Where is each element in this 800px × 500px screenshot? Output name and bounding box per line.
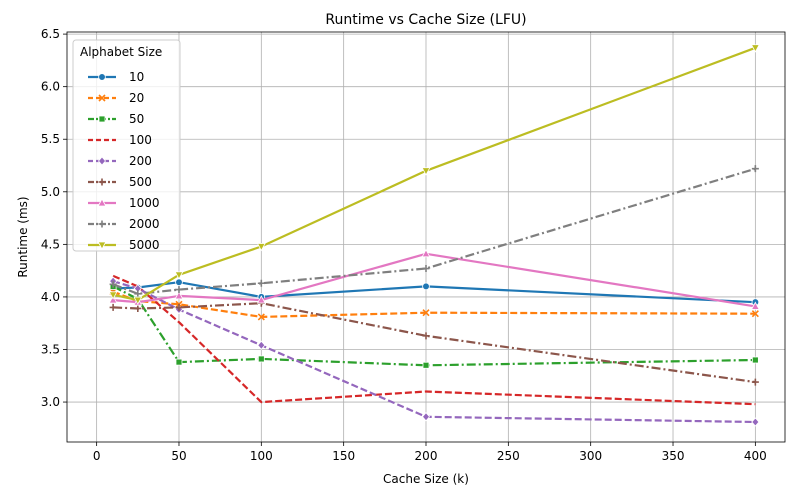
x-tick-label: 350 xyxy=(662,449,685,463)
legend-marker xyxy=(98,178,106,186)
y-tick-label: 6.5 xyxy=(41,27,60,41)
series-line-100 xyxy=(112,274,756,406)
legend-item-100: 100 xyxy=(88,133,152,147)
x-tick-label: 100 xyxy=(250,449,273,463)
legend-box xyxy=(72,39,181,252)
y-tick-label: 4.5 xyxy=(41,237,60,251)
legend-label: 50 xyxy=(129,112,144,126)
data-point-50 xyxy=(175,358,183,366)
series-line-1000 xyxy=(113,252,756,308)
legend-item-2000: 2000 xyxy=(88,217,160,231)
legend-label: 100 xyxy=(129,133,152,147)
data-point-20 xyxy=(751,310,759,318)
legend-item-200: 200 xyxy=(88,154,152,168)
legend-label: 1000 xyxy=(129,196,160,210)
series-line-2000 xyxy=(112,167,756,295)
data-point-5000 xyxy=(133,296,143,305)
legend-marker xyxy=(98,115,106,123)
legend-item-50: 50 xyxy=(88,112,144,126)
chart-title: Runtime vs Cache Size (LFU) xyxy=(325,12,526,28)
data-point-500 xyxy=(751,378,759,386)
grid xyxy=(67,32,785,442)
series-line-500 xyxy=(113,302,756,384)
y-tick-label: 4.0 xyxy=(41,290,60,304)
x-tick-label: 0 xyxy=(93,449,101,463)
data-point-1000 xyxy=(174,291,184,300)
legend-marker xyxy=(98,220,106,228)
y-axis-title: Runtime (ms) xyxy=(16,196,30,277)
x-axis-title: Cache Size (k) xyxy=(383,472,469,486)
data-point-2000 xyxy=(134,290,142,298)
series-lines xyxy=(108,44,760,427)
x-tick-label: 50 xyxy=(171,449,186,463)
legend-label: 5000 xyxy=(129,238,160,252)
y-tick-label: 5.5 xyxy=(41,132,60,146)
data-point-2000 xyxy=(422,265,430,273)
data-point-10 xyxy=(175,278,183,287)
data-point-500 xyxy=(422,332,430,340)
legend-item-5000: 5000 xyxy=(88,238,160,252)
data-point-1000 xyxy=(750,301,760,310)
data-point-50 xyxy=(751,356,759,364)
legend-marker xyxy=(97,198,107,207)
y-tick-label: 5.0 xyxy=(41,185,60,199)
data-point-20 xyxy=(257,313,265,321)
y-tick-label: 3.0 xyxy=(41,395,60,409)
series-1000 xyxy=(108,248,760,310)
data-point-5000 xyxy=(421,167,431,176)
data-point-500 xyxy=(109,303,117,311)
y-tick-label: 6.0 xyxy=(41,80,60,94)
data-point-10 xyxy=(422,282,430,291)
legend-label: 500 xyxy=(129,175,152,189)
data-point-20 xyxy=(422,309,430,317)
y-tick-label: 3.5 xyxy=(41,342,60,356)
data-point-500 xyxy=(175,303,183,311)
legend-marker xyxy=(98,73,106,81)
series-100 xyxy=(112,274,756,406)
legend-marker xyxy=(97,156,107,166)
data-point-500 xyxy=(134,304,142,312)
data-point-5000 xyxy=(256,243,266,252)
series-2000 xyxy=(109,165,759,298)
data-point-50 xyxy=(422,361,430,369)
legend-item-500: 500 xyxy=(88,175,152,189)
legend-item-20: 20 xyxy=(88,91,144,105)
data-point-200 xyxy=(257,340,266,350)
legend-marker xyxy=(98,94,106,102)
data-point-50 xyxy=(257,355,265,363)
legend-items: 10 20 50 100 200 500 1000 2000 5000 xyxy=(88,70,160,252)
legend-label: 200 xyxy=(129,154,152,168)
series-line-200 xyxy=(112,280,756,424)
data-point-5000 xyxy=(108,291,118,300)
legend-label: 10 xyxy=(129,70,144,84)
legend: Alphabet Size 10 20 50 100 200 500 1000 2000 500… xyxy=(72,39,181,252)
data-point-2000 xyxy=(175,286,183,294)
x-tick-label: 300 xyxy=(579,449,602,463)
legend-label: 2000 xyxy=(129,217,160,231)
legend-label: 20 xyxy=(129,91,144,105)
data-point-1000 xyxy=(421,248,431,258)
data-point-2000 xyxy=(751,165,759,173)
series-line-5000 xyxy=(112,46,756,302)
legend-item-1000: 1000 xyxy=(88,196,160,210)
data-point-1000 xyxy=(256,295,266,304)
x-tick-label: 150 xyxy=(332,449,355,463)
data-point-2000 xyxy=(109,280,117,288)
data-point-200 xyxy=(751,417,760,427)
data-point-5000 xyxy=(750,44,760,53)
data-point-5000 xyxy=(174,271,184,280)
data-point-200 xyxy=(421,412,431,422)
legend-title: Alphabet Size xyxy=(80,45,162,59)
x-tick-label: 250 xyxy=(497,449,520,463)
x-tick-label: 400 xyxy=(744,449,767,463)
series-5000 xyxy=(108,44,760,305)
legend-item-10: 10 xyxy=(88,70,144,84)
x-tick-label: 200 xyxy=(415,449,438,463)
data-point-2000 xyxy=(257,279,265,287)
legend-marker xyxy=(97,241,107,250)
axis-ticks: 0 50 100 150 200 250 300 350 400 3.0 3.5 4.0 4.5 5.0 5… xyxy=(41,27,767,463)
